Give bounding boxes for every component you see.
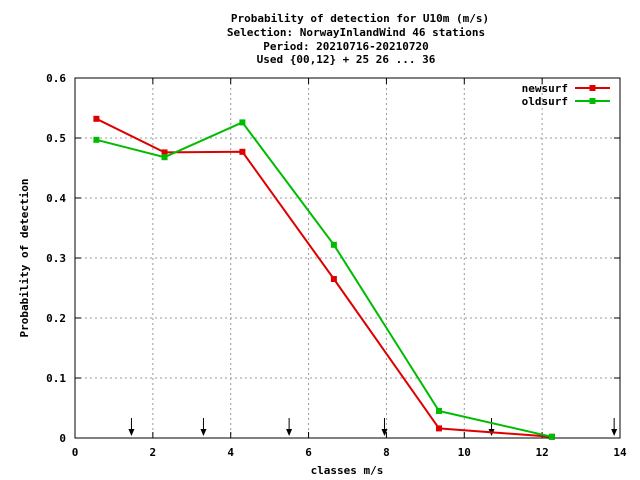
y-tick-label: 0.2 [46, 312, 66, 325]
class-arrow-head [128, 429, 135, 436]
x-tick-label: 8 [383, 446, 390, 459]
x-tick-label: 6 [305, 446, 312, 459]
class-arrow-head [200, 429, 207, 436]
x-tick-label: 10 [458, 446, 471, 459]
x-tick-label: 14 [613, 446, 627, 459]
data-point-oldsurf [330, 241, 337, 248]
legend-marker-newsurf [589, 85, 596, 91]
x-axis-label: classes m/s [311, 464, 384, 477]
x-tick-label: 2 [150, 446, 157, 459]
data-point-oldsurf [548, 433, 555, 440]
data-point-oldsurf [93, 136, 100, 143]
data-point-newsurf [330, 276, 337, 282]
chart-title: Probability of detection for U10m (m/s) … [227, 12, 489, 66]
class-arrow-head [381, 429, 388, 436]
y-tick-label: 0.6 [46, 72, 66, 85]
axis-ticks: 0 2 4 6 8 10 12 14 0 0.1 0.2 0.3 0.4 0.5 0.6 [46, 72, 627, 459]
y-tick-label: 0 [59, 432, 66, 445]
data-point-oldsurf [161, 154, 168, 161]
data-point-oldsurf [435, 408, 442, 414]
x-tick-label: 0 [72, 446, 79, 459]
y-axis-label: Probability of detection [18, 179, 31, 338]
data-point-newsurf [435, 425, 442, 432]
title-line-2: Selection: NorwayInlandWind 46 stations [227, 26, 485, 39]
x-tick-label: 4 [227, 446, 234, 459]
legend-label-oldsurf: oldsurf [522, 95, 568, 108]
series-line-oldsurf [96, 121, 553, 438]
y-tick-label: 0.5 [46, 132, 66, 145]
x-tick-label: 12 [536, 446, 549, 459]
class-arrow-head [286, 429, 293, 436]
title-line-4: Used {00,12} + 25 26 ... 36 [257, 53, 436, 66]
data-point-newsurf [161, 149, 168, 156]
data-point-oldsurf [239, 119, 246, 126]
legend-label-newsurf: newsurf [522, 82, 568, 95]
class-arrow-head [611, 429, 618, 436]
series-line-newsurf [95, 117, 552, 438]
title-line-3: Period: 20210716-20210720 [263, 40, 429, 53]
legend-marker-oldsurf [589, 98, 596, 104]
data-point-newsurf [93, 115, 100, 122]
series-group [93, 115, 555, 440]
grid [75, 78, 620, 438]
y-tick-label: 0.4 [46, 192, 66, 205]
y-tick-label: 0.1 [46, 372, 66, 385]
title-line-1: Probability of detection for U10m (m/s) [231, 12, 489, 25]
class-boundary-arrows [128, 418, 618, 436]
y-tick-label: 0.3 [46, 252, 66, 265]
data-point-newsurf [239, 148, 246, 155]
